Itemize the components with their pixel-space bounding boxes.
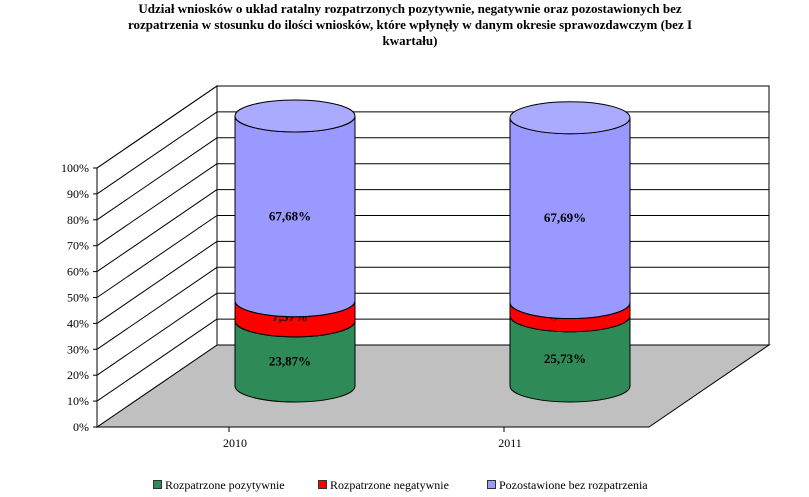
gridline xyxy=(96,215,218,298)
legend-item-negative: Rozpatrzone negatywnie xyxy=(318,478,449,493)
legend-label: Pozostawione bez rozpatrzenia xyxy=(499,478,648,492)
chart-title-line: rozpatrzenia w stosunku do ilości wniosk… xyxy=(127,17,693,32)
value-axis: 0% 10% 20% 30% 40% 50% 60% 70% 80% 90% 100% xyxy=(61,161,98,434)
legend-item-positive: Rozpatrzone pozytywnie xyxy=(153,478,285,493)
gridline xyxy=(96,111,218,195)
chart-walls xyxy=(95,85,771,428)
legend-item-remaining: Pozostawione bez rozpatrzenia xyxy=(487,478,648,493)
y-tick-label: 70% xyxy=(67,239,89,253)
data-label: 67,68% xyxy=(269,208,311,223)
chart-title: Udział wniosków o układ ratalny rozpatrz… xyxy=(60,1,760,49)
y-tick-label: 0% xyxy=(73,420,89,434)
data-label: 67,69% xyxy=(544,210,586,225)
data-label: 25,73% xyxy=(544,351,586,366)
gridline xyxy=(96,163,218,247)
category-axis: 2010 2011 xyxy=(97,426,649,450)
y-tick-label: 60% xyxy=(67,265,89,279)
legend-label: Rozpatrzone pozytywnie xyxy=(165,478,285,492)
gridline xyxy=(96,189,218,273)
gridline xyxy=(96,318,218,402)
y-tick-label: 40% xyxy=(67,316,89,330)
x-tick-label: 2011 xyxy=(498,436,522,450)
chart-title-line: kwartału) xyxy=(382,33,438,48)
gridline xyxy=(96,240,218,324)
gridline xyxy=(96,137,218,221)
data-label: 23,87% xyxy=(269,353,311,368)
y-tick-label: 10% xyxy=(67,394,89,408)
gridline xyxy=(96,85,218,169)
legend-label: Rozpatrzone negatywnie xyxy=(330,478,449,492)
legend-swatch xyxy=(153,480,162,489)
y-tick-label: 20% xyxy=(67,368,89,382)
bar-stack-2011: 25,73%4,84%67,69% xyxy=(509,101,631,403)
y-tick-label: 50% xyxy=(67,291,89,305)
gridline xyxy=(96,292,218,376)
bar-top-cap xyxy=(509,101,631,135)
legend: Rozpatrzone pozytywnie Rozpatrzone negat… xyxy=(0,478,809,494)
y-tick-label: 80% xyxy=(67,213,89,227)
legend-swatch xyxy=(318,480,327,489)
chart-title-line: Udział wniosków o układ ratalny rozpatrz… xyxy=(138,1,682,16)
gridline xyxy=(96,266,218,350)
bar-top-cap xyxy=(234,99,356,133)
bars: 23,87%7,37%67,68% 25,73%4,84%67,69% xyxy=(234,99,631,403)
y-tick-label: 100% xyxy=(61,161,89,175)
bar-stack-2010: 23,87%7,37%67,68% xyxy=(234,99,356,403)
x-tick-label: 2010 xyxy=(223,436,247,450)
legend-swatch xyxy=(487,480,496,489)
y-tick-label: 30% xyxy=(67,342,89,356)
y-tick-label: 90% xyxy=(67,187,89,201)
